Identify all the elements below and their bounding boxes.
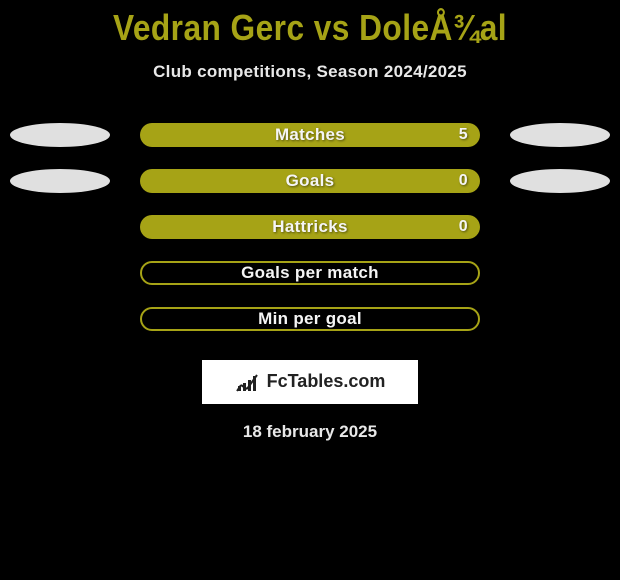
- page-subtitle: Club competitions, Season 2024/2025: [0, 62, 620, 82]
- stat-label: Goals per match: [241, 263, 379, 283]
- stat-label: Hattricks: [272, 217, 347, 237]
- stat-value: 5: [459, 126, 468, 144]
- player-right-indicator: [510, 123, 610, 147]
- stat-row: Min per goal: [0, 296, 620, 342]
- bars-icon: [235, 371, 261, 393]
- page-title: Vedran Gerc vs DoleÅ¾al: [37, 8, 583, 48]
- fctables-logo[interactable]: FcTables.com: [202, 360, 418, 404]
- stat-label: Goals: [286, 171, 335, 191]
- comparison-card: Vedran Gerc vs DoleÅ¾al Club competition…: [0, 0, 620, 580]
- player-right-indicator: [510, 169, 610, 193]
- player-left-indicator: [10, 169, 110, 193]
- stat-row: Goals per match: [0, 250, 620, 296]
- stat-bar: Goals per match: [140, 261, 480, 285]
- stat-row: Goals 0: [0, 158, 620, 204]
- date-text: 18 february 2025: [0, 422, 620, 442]
- stat-bar: Min per goal: [140, 307, 480, 331]
- stat-bar: Matches 5: [140, 123, 480, 147]
- stat-row: Matches 5: [0, 112, 620, 158]
- logo-text: FcTables.com: [267, 371, 386, 392]
- stat-label: Min per goal: [258, 309, 362, 329]
- stat-rows: Matches 5 Goals 0 Hattricks 0 Goals per match M…: [0, 112, 620, 342]
- player-left-indicator: [10, 123, 110, 147]
- stat-row: Hattricks 0: [0, 204, 620, 250]
- stat-bar: Hattricks 0: [140, 215, 480, 239]
- stat-value: 0: [459, 172, 468, 190]
- stat-value: 0: [459, 218, 468, 236]
- stat-label: Matches: [275, 125, 345, 145]
- stat-bar: Goals 0: [140, 169, 480, 193]
